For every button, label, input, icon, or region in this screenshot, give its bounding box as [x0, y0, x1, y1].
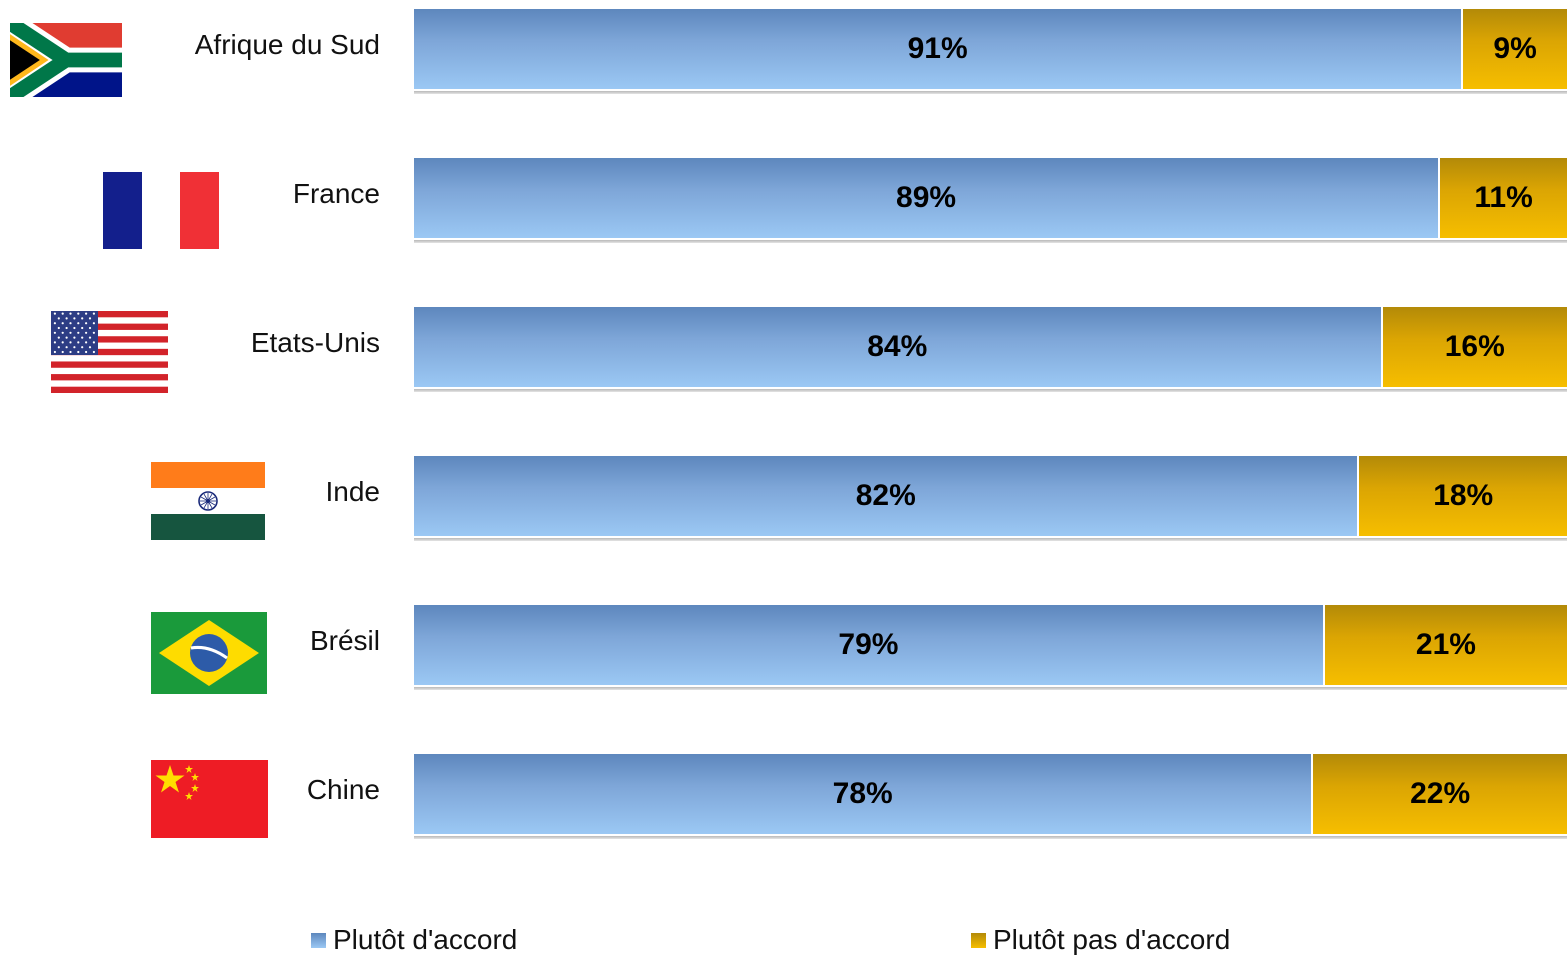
chart-row: Chine 78% 22% — [0, 754, 1567, 839]
bar-segment-agree: 82% — [414, 456, 1360, 536]
data-label: 78% — [832, 777, 893, 810]
category-label: Chine — [306, 774, 380, 805]
legend-swatch — [971, 932, 986, 948]
legend-label: Plutôt d'accord — [333, 924, 518, 955]
legend-item: Plutôt pas d'accord — [971, 924, 1230, 956]
legend: Plutôt d'accord Plutôt pas d'accord — [0, 924, 1567, 956]
data-label: 11% — [1474, 181, 1533, 214]
bar-shadow — [414, 91, 1567, 94]
china-flag-icon — [151, 760, 268, 838]
france-flag-icon — [103, 172, 219, 249]
data-label: 18% — [1433, 479, 1494, 512]
chart-row: France 89% 11% — [0, 158, 1567, 249]
category-label: France — [292, 178, 380, 209]
data-label: 21% — [1415, 628, 1476, 661]
bar-segment-disagree: 18% — [1359, 456, 1567, 536]
legend-swatch — [311, 932, 326, 948]
data-label: 84% — [867, 330, 928, 363]
bar-shadow — [414, 240, 1567, 243]
bar-shadow — [414, 389, 1567, 392]
bar-segment-agree: 84% — [414, 307, 1383, 387]
bar-segment-disagree: 21% — [1324, 605, 1567, 685]
category-label: Afrique du Sud — [194, 29, 380, 60]
data-label: 16% — [1444, 330, 1505, 363]
bar-segment-agree: 91% — [414, 9, 1464, 89]
chart-row: Etats-Unis 84% 16% — [0, 307, 1567, 393]
data-label: 22% — [1410, 777, 1471, 810]
bar-segment-disagree: 16% — [1382, 307, 1567, 387]
data-label: 9% — [1493, 32, 1537, 65]
india-flag-icon — [151, 462, 265, 540]
brazil-flag-icon — [151, 612, 267, 694]
category-label: Brésil — [309, 625, 380, 656]
bar-shadow — [414, 836, 1567, 839]
data-label: 82% — [855, 479, 916, 512]
category-label: Etats-Unis — [250, 327, 380, 358]
bar-segment-agree: 78% — [414, 754, 1314, 834]
bar-shadow — [414, 538, 1567, 541]
bar-segment-disagree: 22% — [1313, 754, 1567, 834]
data-label: 89% — [896, 181, 957, 214]
chart-row: Inde 82% 18% — [0, 456, 1567, 541]
bar-shadow — [414, 687, 1567, 690]
bar-segment-agree: 79% — [414, 605, 1325, 685]
category-label: Inde — [325, 476, 381, 507]
legend-item: Plutôt d'accord — [311, 924, 517, 956]
south-africa-flag-icon — [10, 23, 122, 97]
chart-row: Brésil 79% 21% — [0, 605, 1567, 694]
data-label: 79% — [838, 628, 899, 661]
data-label: 91% — [907, 32, 968, 65]
bar-segment-disagree: 11% — [1440, 158, 1567, 238]
bar-segment-disagree: 9% — [1463, 9, 1567, 89]
usa-flag-icon — [51, 311, 168, 393]
chart-row: Afrique du Sud 91% 9% — [0, 9, 1567, 97]
bar-segment-agree: 89% — [414, 158, 1441, 238]
legend-label: Plutôt pas d'accord — [993, 924, 1231, 955]
